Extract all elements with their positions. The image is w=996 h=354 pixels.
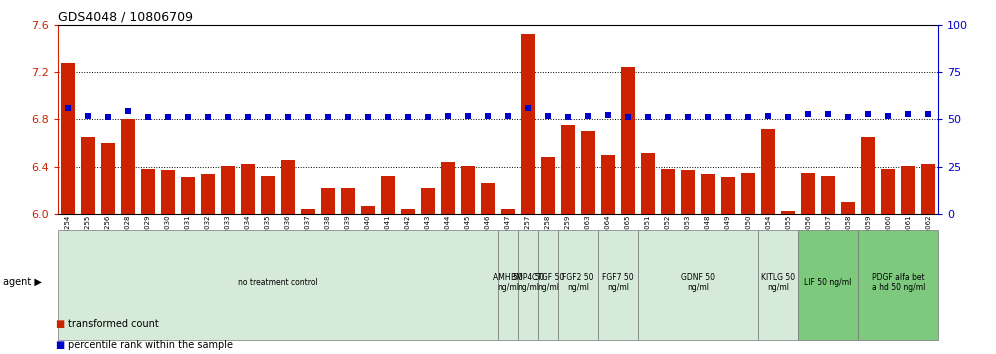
Bar [221, 166, 235, 214]
Bar [121, 119, 134, 214]
Bar [681, 170, 695, 214]
Bar [701, 174, 715, 214]
Bar [321, 188, 335, 214]
Bar [301, 210, 315, 214]
Text: BMP4 50
ng/ml: BMP4 50 ng/ml [511, 273, 545, 292]
Bar [721, 177, 735, 214]
Bar [521, 34, 535, 214]
Bar [801, 173, 815, 214]
Bar [622, 67, 635, 214]
Bar [421, 188, 435, 214]
Text: percentile rank within the sample: percentile rank within the sample [68, 340, 233, 350]
Text: AMH 50
ng/ml: AMH 50 ng/ml [493, 273, 523, 292]
Bar [140, 169, 154, 214]
Bar [821, 176, 836, 214]
Text: FGF7 50
ng/ml: FGF7 50 ng/ml [603, 273, 633, 292]
Bar [81, 137, 95, 214]
Text: ■: ■ [55, 319, 64, 329]
Bar [241, 165, 255, 214]
Bar [401, 210, 415, 214]
Text: CTGF 50
ng/ml: CTGF 50 ng/ml [532, 273, 564, 292]
Bar [201, 174, 215, 214]
Bar [901, 166, 915, 214]
Bar [758, 230, 798, 340]
Bar [862, 137, 875, 214]
Bar [281, 160, 295, 214]
Bar [501, 210, 515, 214]
Bar [842, 202, 856, 214]
Bar [441, 162, 455, 214]
Bar [661, 169, 675, 214]
Bar [881, 169, 895, 214]
Bar [601, 155, 616, 214]
Bar [61, 63, 75, 214]
Bar [160, 170, 175, 214]
Bar [481, 183, 495, 214]
Bar [598, 230, 638, 340]
Bar [498, 230, 518, 340]
Bar [541, 157, 555, 214]
Bar [261, 176, 275, 214]
Bar [581, 131, 595, 214]
Bar [761, 129, 775, 214]
Text: GDNF 50
ng/ml: GDNF 50 ng/ml [681, 273, 715, 292]
Text: PDGF alfa bet
a hd 50 ng/ml: PDGF alfa bet a hd 50 ng/ml [872, 273, 925, 292]
Bar [641, 153, 655, 214]
Bar [921, 165, 935, 214]
Text: LIF 50 ng/ml: LIF 50 ng/ml [805, 278, 852, 287]
Bar [101, 143, 115, 214]
Bar [781, 211, 795, 214]
Bar [798, 230, 859, 340]
Bar [181, 177, 195, 214]
Bar [518, 230, 538, 340]
Text: transformed count: transformed count [68, 319, 158, 329]
Bar [859, 230, 938, 340]
Text: FGF2 50
ng/ml: FGF2 50 ng/ml [563, 273, 594, 292]
Text: agent ▶: agent ▶ [3, 277, 42, 287]
Bar [361, 206, 374, 214]
Bar [538, 230, 558, 340]
Text: GDS4048 / 10806709: GDS4048 / 10806709 [58, 11, 193, 24]
Bar [558, 230, 598, 340]
Bar [561, 125, 575, 214]
Bar [58, 230, 498, 340]
Text: ■: ■ [55, 340, 64, 350]
Bar [638, 230, 758, 340]
Text: KITLG 50
ng/ml: KITLG 50 ng/ml [761, 273, 795, 292]
Bar [741, 173, 755, 214]
Text: no treatment control: no treatment control [238, 278, 318, 287]
Bar [380, 176, 395, 214]
Bar [461, 166, 475, 214]
Bar [341, 188, 355, 214]
